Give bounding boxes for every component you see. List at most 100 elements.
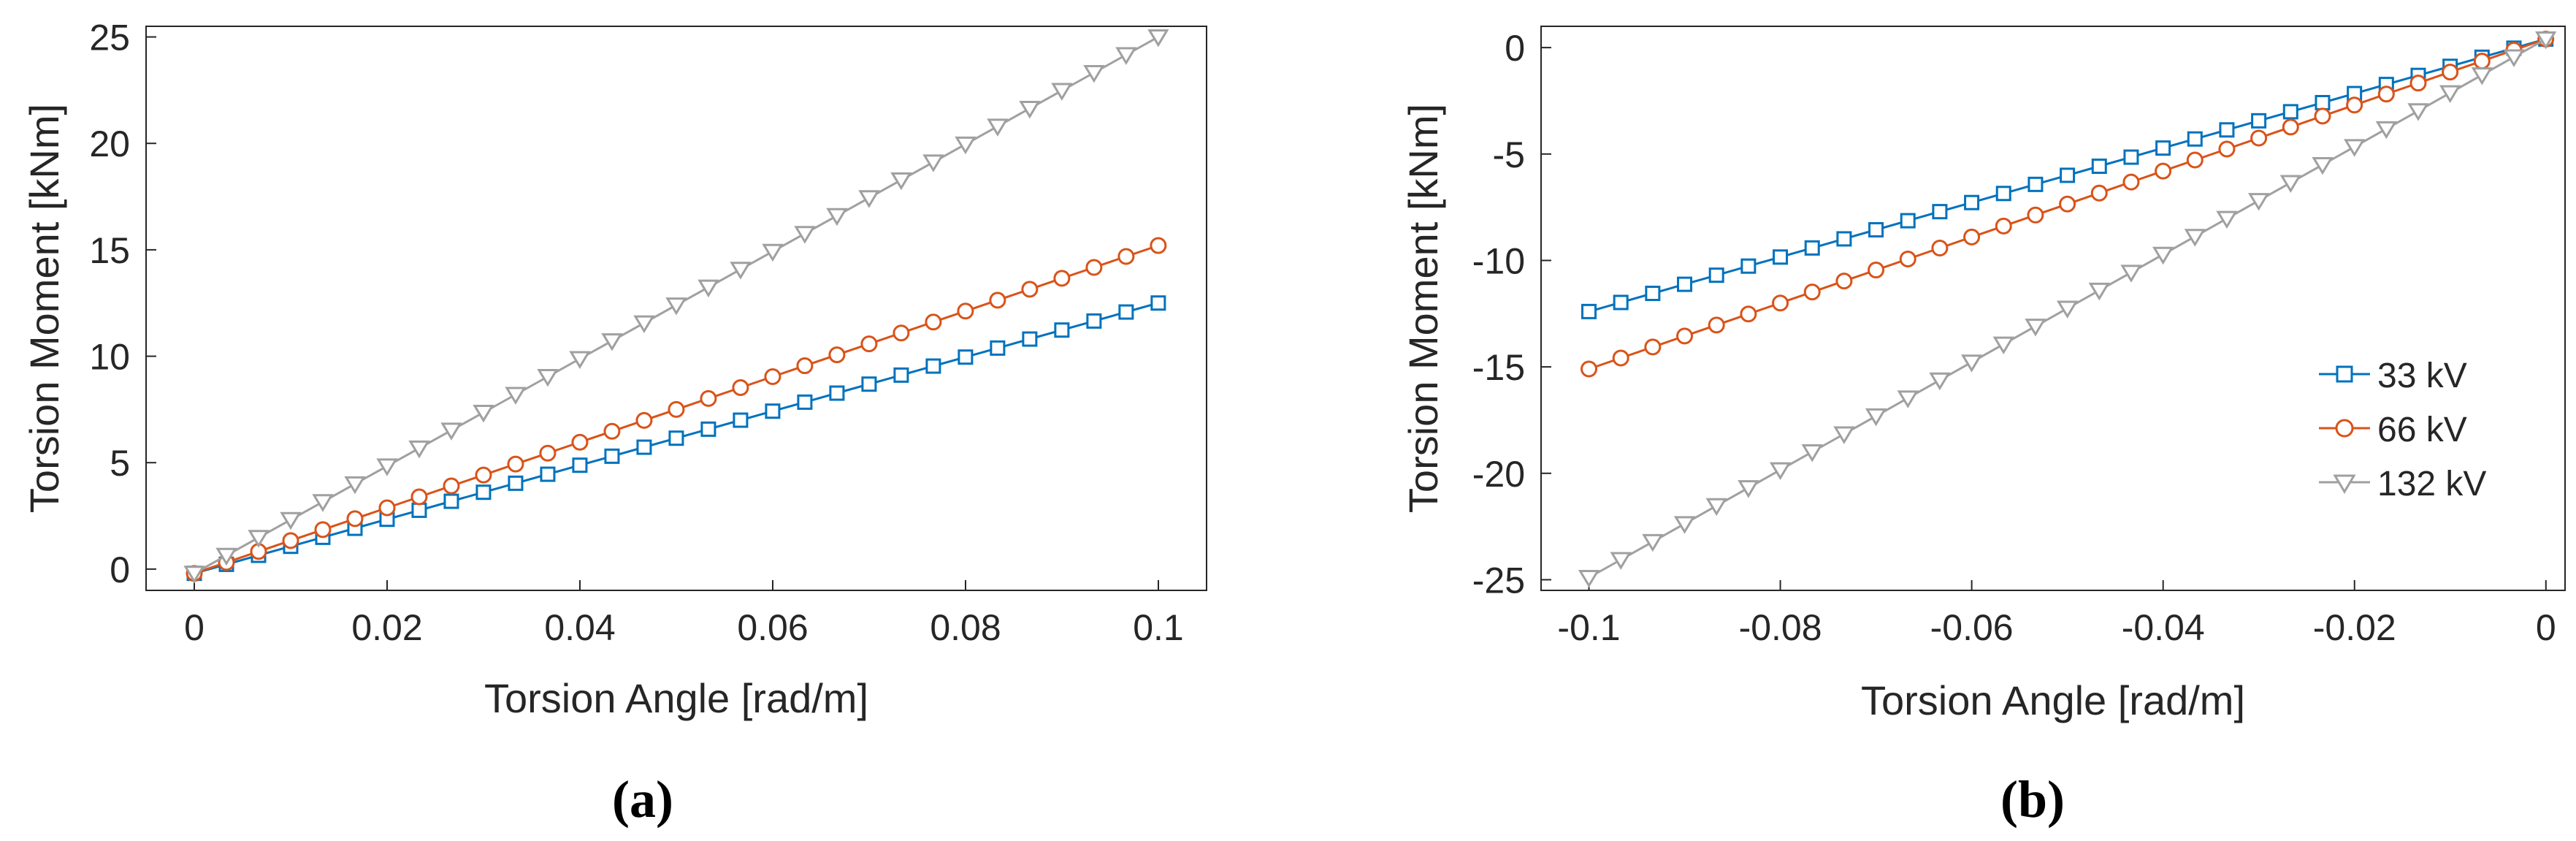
data-point-a-132kv xyxy=(665,297,687,316)
data-point-a-66kv xyxy=(1150,237,1167,254)
x-tick-label: 0.06 xyxy=(737,607,808,648)
data-point-a-66kv xyxy=(957,302,974,320)
panel-a: 0 0.02 0.04 0.06 0.08 0.1 0 5 10 15 20 25 Torsion A… xyxy=(21,18,1207,829)
data-point-a-66kv xyxy=(282,532,299,549)
data-point-a-66kv xyxy=(507,455,524,473)
data-point-b-132kv xyxy=(2343,139,2366,157)
plot-a-series xyxy=(183,29,1169,584)
data-point-b-132kv xyxy=(1738,480,1759,498)
data-point-a-132kv xyxy=(633,315,655,334)
x-tick-label: -0.06 xyxy=(1930,607,2014,648)
legend-label-132kv: 132 kV xyxy=(2377,465,2486,503)
data-point-b-33kv xyxy=(1613,294,1629,311)
plot-a-xlabel: Torsion Angle [rad/m] xyxy=(484,675,868,721)
data-point-b-66kv xyxy=(1612,349,1629,367)
data-point-b-132kv xyxy=(2216,210,2238,229)
data-point-b-66kv xyxy=(2409,75,2427,92)
data-point-b-66kv xyxy=(2027,206,2044,224)
data-point-b-132kv xyxy=(2503,49,2525,67)
data-point-b-132kv xyxy=(1801,444,1823,463)
data-point-b-66kv xyxy=(2346,96,2363,114)
data-point-a-66kv xyxy=(860,335,878,353)
data-point-b-66kv xyxy=(1803,283,1821,301)
data-point-b-33kv xyxy=(2219,122,2235,138)
plot-b-frame xyxy=(1540,26,2566,591)
data-point-b-132kv xyxy=(2439,85,2461,104)
data-point-a-33kv xyxy=(990,340,1006,356)
data-point-b-66kv xyxy=(2314,107,2331,125)
data-point-a-132kv xyxy=(697,279,719,298)
data-point-a-66kv xyxy=(732,378,749,396)
data-point-b-66kv xyxy=(2377,85,2395,103)
data-point-b-66kv xyxy=(2218,140,2236,158)
data-point-a-33kv xyxy=(443,493,459,509)
data-point-b-33kv xyxy=(2282,104,2298,120)
data-point-a-66kv xyxy=(668,400,685,418)
data-point-a-33kv xyxy=(893,367,909,383)
legend-item-33kv: 33 kV xyxy=(2319,357,2467,395)
data-point-a-132kv xyxy=(312,494,334,512)
data-point-b-66kv xyxy=(2090,184,2108,202)
data-point-a-132kv xyxy=(440,422,462,441)
y-tick-label: -10 xyxy=(1472,240,1525,281)
data-point-a-66kv xyxy=(443,477,460,495)
plot-a-ticks: 0 0.02 0.04 0.06 0.08 0.1 0 5 10 15 20 25 xyxy=(89,18,1183,648)
data-point-a-66kv xyxy=(925,313,942,331)
x-tick-label: 0.02 xyxy=(351,607,422,648)
data-point-b-132kv xyxy=(2025,319,2046,337)
plot-b-xlabel: Torsion Angle [rad/m] xyxy=(1861,677,2245,723)
data-point-a-33kv xyxy=(604,448,620,464)
data-point-b-132kv xyxy=(2088,282,2110,301)
data-point-a-33kv xyxy=(925,358,941,374)
data-point-b-33kv xyxy=(1645,286,1661,302)
data-point-a-33kv xyxy=(508,475,524,491)
data-point-a-132kv xyxy=(569,351,591,369)
data-point-b-132kv xyxy=(1833,426,1855,444)
data-point-a-132kv xyxy=(183,566,205,584)
x-tick-label: -0.02 xyxy=(2313,607,2396,648)
data-point-a-66kv xyxy=(1021,281,1039,298)
data-point-b-132kv xyxy=(2056,300,2079,319)
data-point-a-132kv xyxy=(248,530,270,548)
data-point-a-66kv xyxy=(346,510,364,528)
y-tick-label: -5 xyxy=(1493,134,1525,175)
panel-b-label: (b) xyxy=(2000,770,2065,829)
data-point-b-66kv xyxy=(1772,294,1789,312)
plot-b-series xyxy=(1578,30,2557,588)
data-point-b-132kv xyxy=(2535,31,2557,50)
data-point-b-132kv xyxy=(1578,570,1600,588)
y-tick-label: 0 xyxy=(1505,28,1525,69)
x-tick-label: -0.1 xyxy=(1557,607,1620,648)
data-point-a-66kv xyxy=(989,292,1006,309)
legend-item-132kv: 132 kV xyxy=(2319,465,2486,503)
data-point-b-66kv xyxy=(1581,360,1598,378)
data-point-b-33kv xyxy=(1900,213,1916,229)
data-point-a-33kv xyxy=(1086,313,1102,329)
data-point-a-132kv xyxy=(376,458,398,476)
data-point-a-33kv xyxy=(797,394,813,410)
y-tick-label: -20 xyxy=(1472,454,1525,495)
data-point-b-33kv xyxy=(1964,194,1980,210)
y-tick-label: -15 xyxy=(1472,347,1525,388)
data-point-a-66kv xyxy=(764,368,781,386)
data-point-a-66kv xyxy=(378,499,396,517)
panel-a-label: (a) xyxy=(612,770,673,829)
data-point-b-66kv xyxy=(2122,173,2140,191)
data-point-b-66kv xyxy=(1931,239,1949,256)
data-point-b-66kv xyxy=(1676,327,1694,345)
data-point-a-132kv xyxy=(890,172,912,191)
data-point-a-66kv xyxy=(1117,248,1135,265)
data-point-b-132kv xyxy=(2375,121,2397,140)
data-point-a-66kv xyxy=(314,521,332,539)
data-point-b-66kv xyxy=(2186,151,2204,169)
data-point-b-33kv xyxy=(1740,258,1757,274)
data-point-b-66kv xyxy=(1899,251,1916,268)
data-point-a-66kv xyxy=(475,466,492,484)
data-point-b-132kv xyxy=(1642,533,1664,552)
data-point-b-132kv xyxy=(1960,354,1983,373)
data-point-a-66kv xyxy=(893,324,910,342)
data-point-a-66kv xyxy=(635,411,653,429)
data-point-a-132kv xyxy=(922,154,944,172)
data-point-b-33kv xyxy=(1868,222,1884,238)
data-point-a-66kv xyxy=(571,433,589,451)
